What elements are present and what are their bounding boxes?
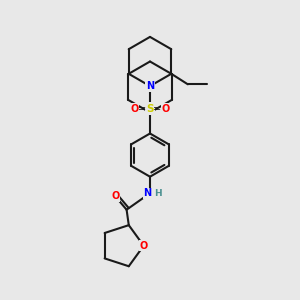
Text: O: O — [111, 191, 119, 201]
Text: H: H — [154, 189, 162, 198]
Text: =: = — [153, 103, 162, 114]
Text: =: = — [138, 103, 147, 114]
Text: S: S — [146, 103, 154, 114]
Text: N: N — [146, 81, 154, 91]
Text: O: O — [130, 103, 139, 114]
Text: O: O — [161, 103, 170, 114]
Text: N: N — [143, 188, 152, 198]
Text: O: O — [140, 241, 148, 251]
